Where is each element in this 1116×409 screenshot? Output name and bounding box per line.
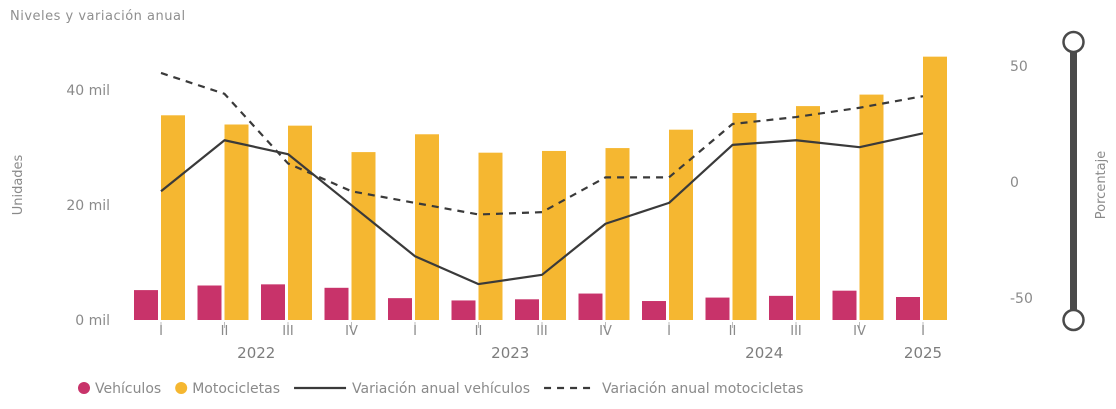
bar-motocicletas (923, 56, 947, 321)
bar-motocicletas (161, 115, 185, 320)
legend-marker (78, 382, 90, 394)
bar-vehiculos (642, 301, 666, 320)
category-label: II (475, 324, 483, 339)
bar-motocicletas (796, 106, 820, 320)
category-labels: I II III IV I II III IV I II III IV I (159, 322, 925, 339)
right-axis-ticks: -50 0 50 (1010, 59, 1033, 307)
bar-motocicletas (288, 125, 312, 321)
bar-vehiculos (197, 285, 222, 320)
legend-label: Variación anual vehículos (352, 381, 530, 397)
legend-marker (175, 382, 188, 394)
bar-vehiculos (832, 290, 857, 320)
year-label: 2025 (904, 344, 942, 362)
category-label: III (790, 324, 802, 339)
bar-motocicletas (224, 124, 249, 320)
line-motocicletas (160, 71, 924, 216)
legend-label: Vehículos (95, 381, 161, 397)
bar-vehiculos (134, 290, 158, 320)
legend-label: Motocicletas (192, 381, 280, 397)
bar-motocicletas (351, 152, 376, 320)
lines (160, 71, 924, 286)
category-label: IV (599, 324, 612, 339)
category-label: IV (345, 324, 358, 339)
left-axis-label: Unidades (11, 154, 26, 215)
year-label: 2024 (745, 344, 783, 362)
right-tick-label: 50 (1010, 59, 1028, 75)
bar-vehiculos (324, 287, 349, 320)
bar-motocicletas (542, 150, 566, 320)
category-label: II (729, 324, 737, 339)
year-label: 2022 (237, 344, 275, 362)
category-label: III (282, 324, 294, 339)
bar-motocicletas (732, 113, 757, 320)
bar-vehiculos (388, 298, 412, 320)
bar-motocicletas (669, 129, 693, 320)
category-label: IV (853, 324, 866, 339)
bar-motocicletas (478, 152, 503, 320)
slider-handle-top[interactable] (1062, 30, 1085, 54)
year-labels: 2022 2023 2024 2025 (237, 344, 942, 362)
category-label: I (413, 324, 417, 339)
left-tick-label: 40 mil (66, 83, 110, 99)
right-tick-label: 0 (1010, 175, 1019, 191)
line-vehiculos (160, 132, 924, 286)
bar-motocicletas (859, 94, 884, 320)
right-range-slider[interactable] (1062, 30, 1085, 332)
slider-track[interactable] (1070, 48, 1077, 318)
right-axis-label: Porcentaje (1094, 151, 1109, 219)
category-label: III (536, 324, 548, 339)
legend: Vehículos Motocicletas Variación anual veh… (78, 381, 803, 397)
bar-vehiculos (515, 299, 539, 320)
left-tick-label: 20 mil (66, 198, 110, 214)
category-label: II (221, 324, 229, 339)
left-axis-ticks: 0 mil 20 mil 40 mil (66, 83, 110, 329)
bar-motocicletas (415, 134, 439, 320)
year-label: 2023 (491, 344, 529, 362)
right-tick-label: -50 (1010, 291, 1033, 307)
bars (134, 56, 947, 321)
bar-vehiculos (769, 295, 793, 320)
category-label: I (921, 324, 925, 339)
left-tick-label: 0 mil (75, 313, 110, 329)
bar-vehiculos (261, 284, 285, 320)
category-label: I (159, 324, 163, 339)
chart-subtitle: Niveles y variación anual (10, 9, 186, 24)
bar-vehiculos (451, 300, 476, 320)
legend-label: Variación anual motocicletas (602, 381, 803, 397)
bar-motocicletas (605, 148, 630, 320)
bar-vehiculos (896, 297, 920, 320)
category-label: I (667, 324, 671, 339)
slider-handle-bottom[interactable] (1062, 308, 1085, 332)
bar-vehiculos (705, 297, 730, 320)
bar-vehiculos (578, 293, 603, 320)
